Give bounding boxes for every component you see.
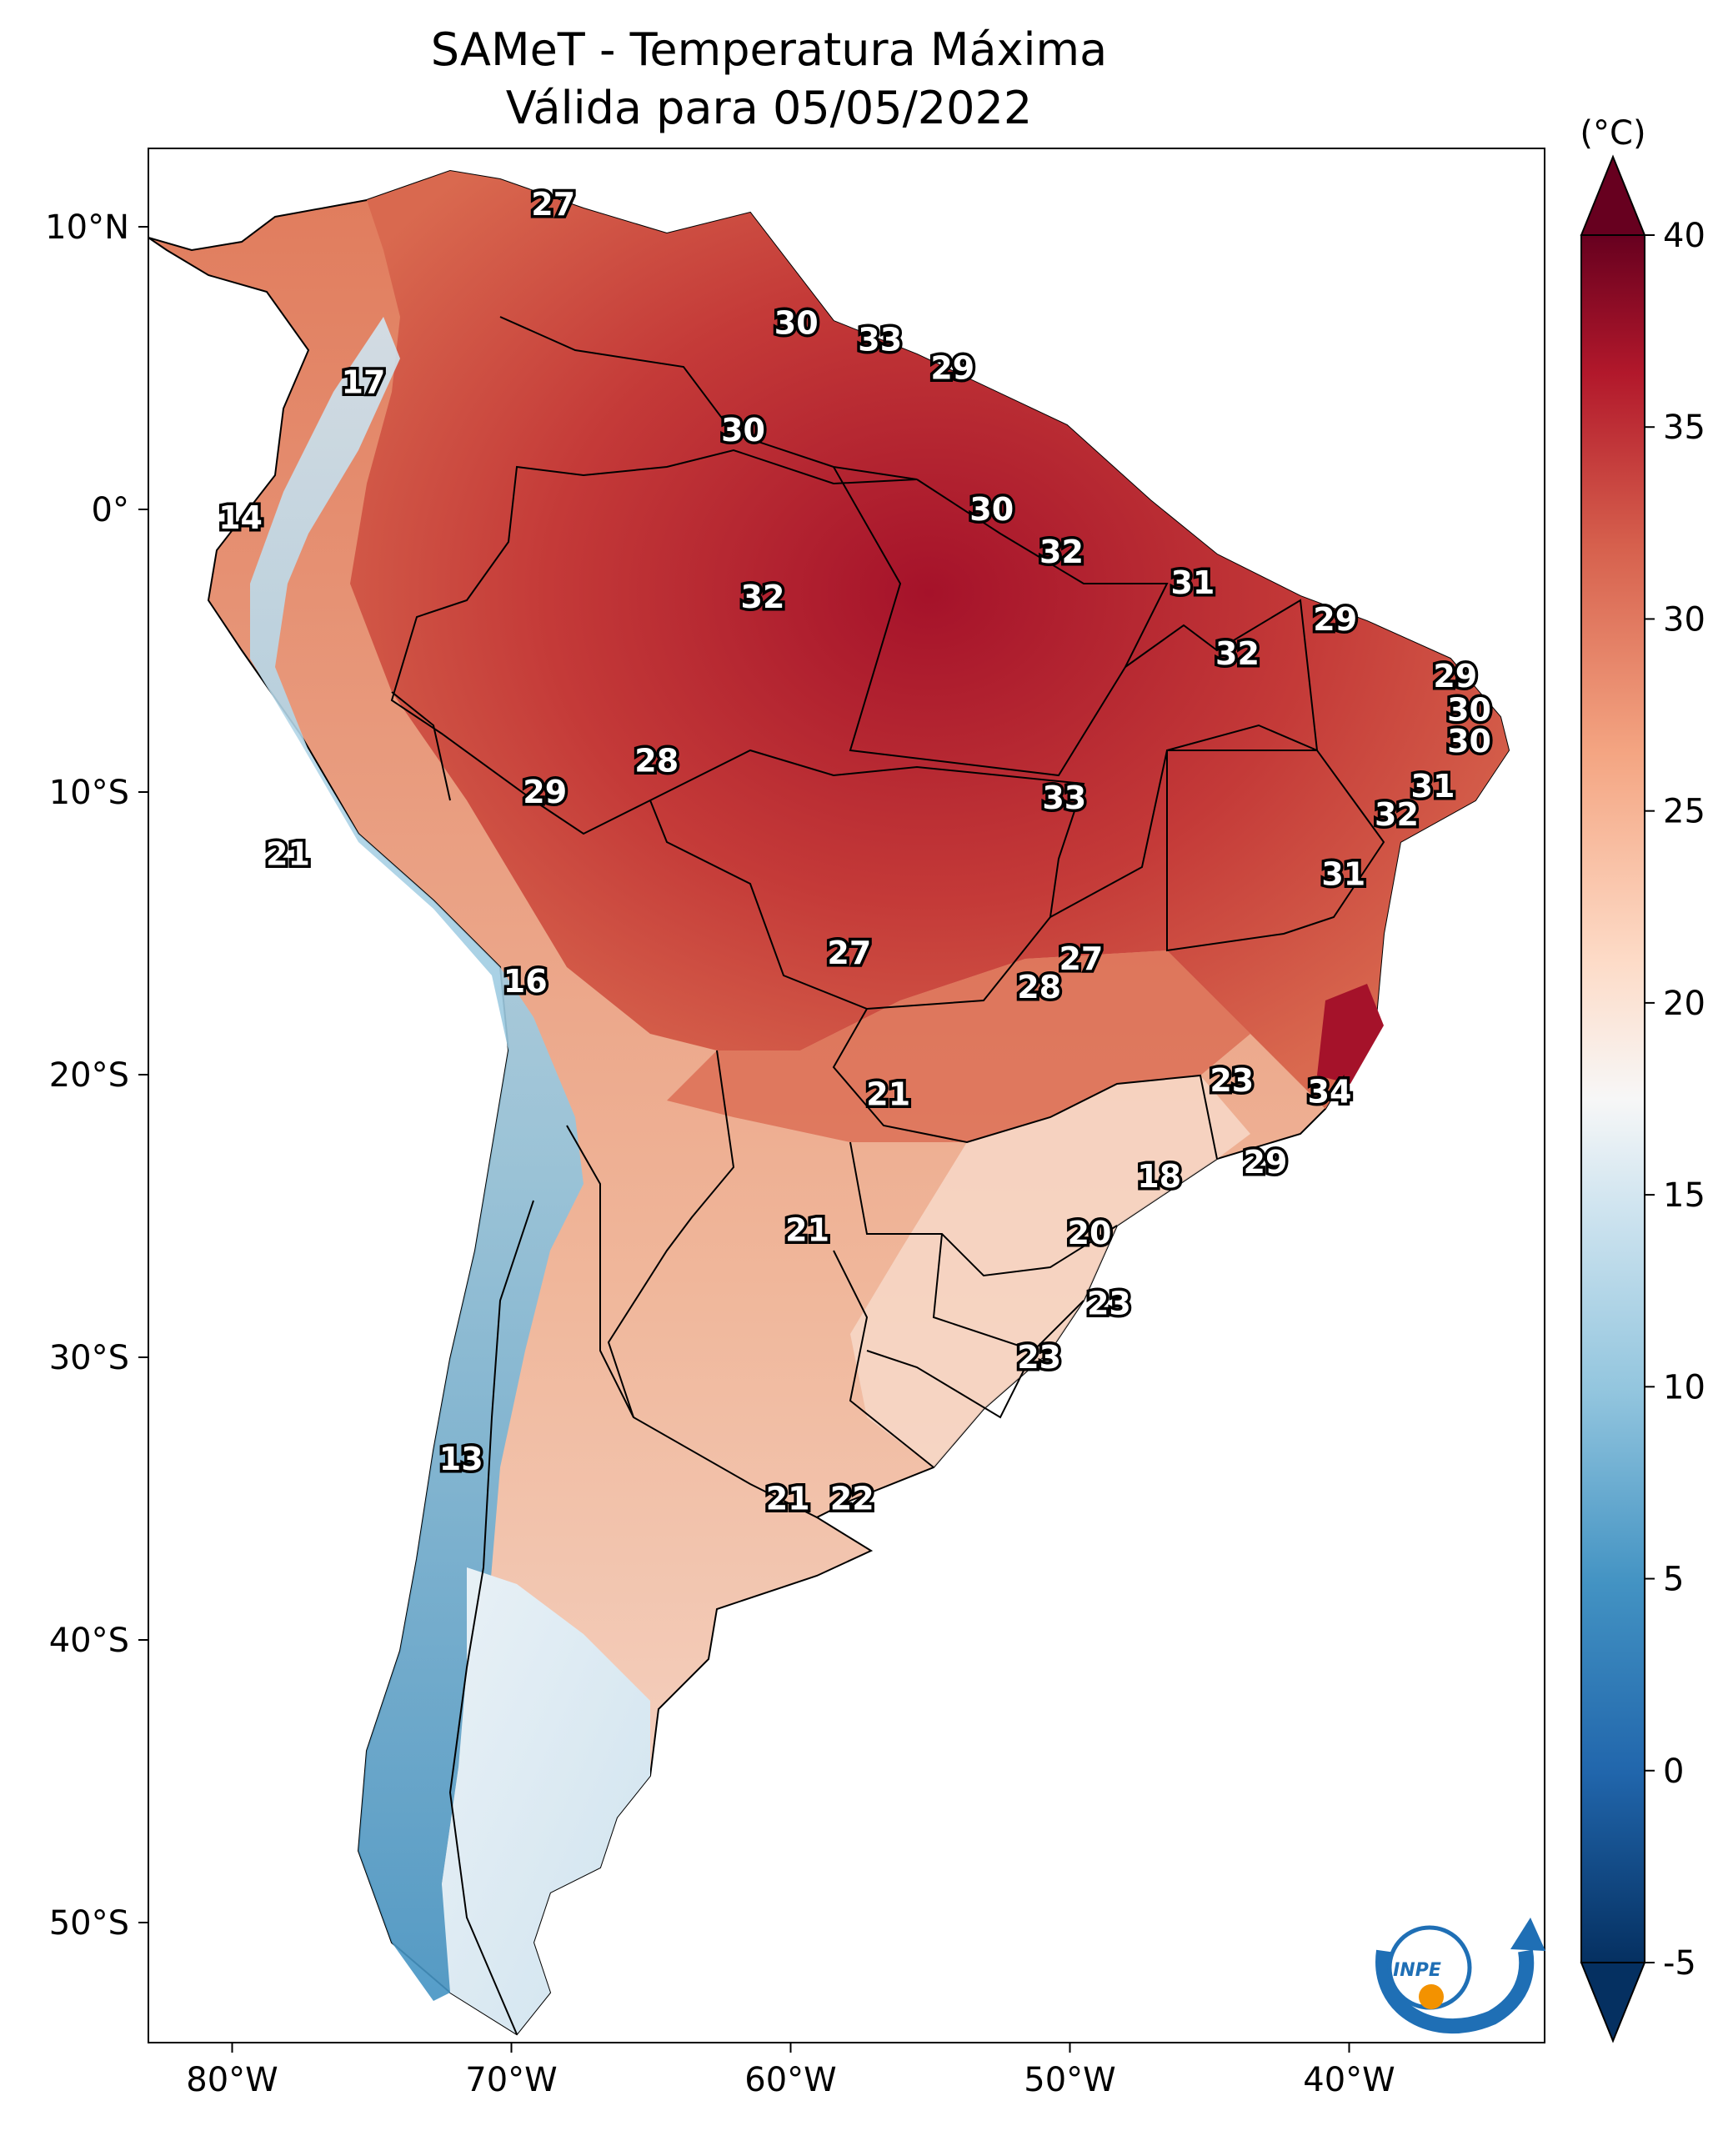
lon-tick-label: 60°W (744, 2061, 836, 2099)
temperature-label: 23 (1210, 1062, 1254, 1099)
lat-tick-label: 10°N (45, 208, 129, 247)
lat-tick-label: 40°S (49, 1622, 129, 1660)
temperature-label: 22 (830, 1481, 874, 1517)
temperature-label: 32 (1215, 635, 1260, 672)
colorbar-ticks: -5 0 5 10 15 20 25 30 35 40 (1645, 217, 1705, 1983)
temperature-label: 32 (1375, 796, 1419, 833)
temperature-label: 28 (1017, 969, 1061, 1005)
temperature-label: 30 (1447, 692, 1491, 729)
colorbar-tick-label: 25 (1663, 793, 1705, 831)
logo-arrow (1510, 1918, 1545, 1951)
temperature-label: 23 (1087, 1286, 1131, 1322)
colorbar-tick-label: 30 (1663, 600, 1705, 639)
temperature-label: 31 (1411, 768, 1455, 805)
lat-tick-label: 20°S (49, 1056, 129, 1095)
temperature-label: 13 (439, 1441, 483, 1477)
temperature-label: 34 (1308, 1073, 1352, 1110)
temperature-label: 21 (266, 836, 310, 873)
temperature-label: 29 (930, 350, 974, 387)
temperature-label: 27 (531, 186, 575, 223)
temperature-label: 16 (503, 963, 548, 1000)
temperature-label: 30 (774, 304, 819, 341)
temperature-label: 32 (1039, 534, 1084, 570)
temperature-label: 32 (741, 579, 785, 615)
map-subtitle: Válida para 05/05/2022 (505, 82, 1033, 134)
temperature-label: 30 (969, 491, 1014, 528)
temperature-label: 33 (858, 322, 902, 358)
colorbar-tick-label: 10 (1663, 1368, 1705, 1406)
colorbar-bar (1580, 234, 1645, 1963)
coastal-hot-spot (1317, 984, 1384, 1084)
logo-sun (1419, 1984, 1444, 2009)
colorbar-tick-label: 35 (1663, 409, 1705, 447)
temperature-label: 28 (634, 743, 679, 780)
temperature-label: 21 (866, 1076, 910, 1113)
temperature-label: 27 (827, 935, 871, 971)
map-frame (148, 148, 1545, 2043)
colorbar-top-extension (1580, 154, 1646, 236)
temperature-label: 17 (342, 364, 386, 400)
temperature-label: 33 (1042, 780, 1086, 816)
map-title: SAMeT - Temperatura Máxima (430, 23, 1108, 76)
temperature-label: 20 (1068, 1215, 1112, 1251)
colorbar-tick-label: 5 (1663, 1561, 1684, 1599)
lat-tick-label: 30°S (49, 1339, 129, 1377)
hot-region-north (350, 171, 1509, 1109)
temperature-label: 30 (1447, 723, 1491, 760)
lon-tick-label: 40°W (1303, 2061, 1395, 2099)
temperature-label: 29 (1244, 1144, 1288, 1181)
longitude-axis: 80°W 70°W 60°W 50°W 40°W (186, 2043, 1395, 2099)
logo-swoosh (1375, 1949, 1535, 2033)
lat-tick-label: 50°S (49, 1904, 129, 1943)
temperature-label: 31 (1170, 564, 1215, 601)
temperature-label: 29 (1433, 658, 1477, 694)
temperature-label: 23 (1017, 1339, 1061, 1376)
colorbar: (°C) -5 0 5 10 15 20 25 30 35 40 (1580, 114, 1705, 2043)
colorbar-unit-label: (°C) (1580, 114, 1645, 153)
temperature-label: 14 (218, 499, 263, 536)
lon-tick-label: 80°W (186, 2061, 278, 2099)
lon-tick-label: 70°W (465, 2061, 557, 2099)
latitude-axis: 10°N 0° 10°S 20°S 30°S 40°S 50°S (45, 208, 148, 1943)
temperature-label: 18 (1137, 1158, 1181, 1195)
colorbar-tick-label: -5 (1663, 1944, 1696, 1983)
political-borders (390, 316, 1385, 2035)
colorbar-tick-label: 15 (1663, 1176, 1705, 1215)
central-warm-band (667, 950, 1250, 1142)
colorbar-tick-label: 40 (1663, 217, 1705, 255)
lat-tick-label: 10°S (49, 774, 129, 812)
temperature-label: 30 (721, 412, 765, 449)
lon-tick-label: 50°W (1024, 2061, 1115, 2099)
temperature-label: 29 (1313, 601, 1357, 638)
temperature-label: 21 (766, 1481, 810, 1517)
andes-cold-strip (250, 317, 584, 2001)
inpe-logo: INPE (1375, 1918, 1545, 2033)
temperature-label: 21 (785, 1211, 829, 1248)
logo-text: INPE (1393, 1960, 1441, 1981)
lat-tick-label: 0° (92, 491, 129, 529)
temperature-label: 29 (523, 774, 567, 810)
colorbar-tick-label: 0 (1663, 1752, 1684, 1791)
patagonia-region (442, 1567, 650, 2034)
colorbar-tick-label: 20 (1663, 985, 1705, 1023)
southeast-pale-region (850, 1075, 1250, 1467)
colorbar-bottom-extension (1580, 1962, 1646, 2043)
temperature-label: 31 (1321, 855, 1365, 892)
temperature-label: 27 (1059, 940, 1103, 977)
temperature-field (148, 169, 1510, 2036)
